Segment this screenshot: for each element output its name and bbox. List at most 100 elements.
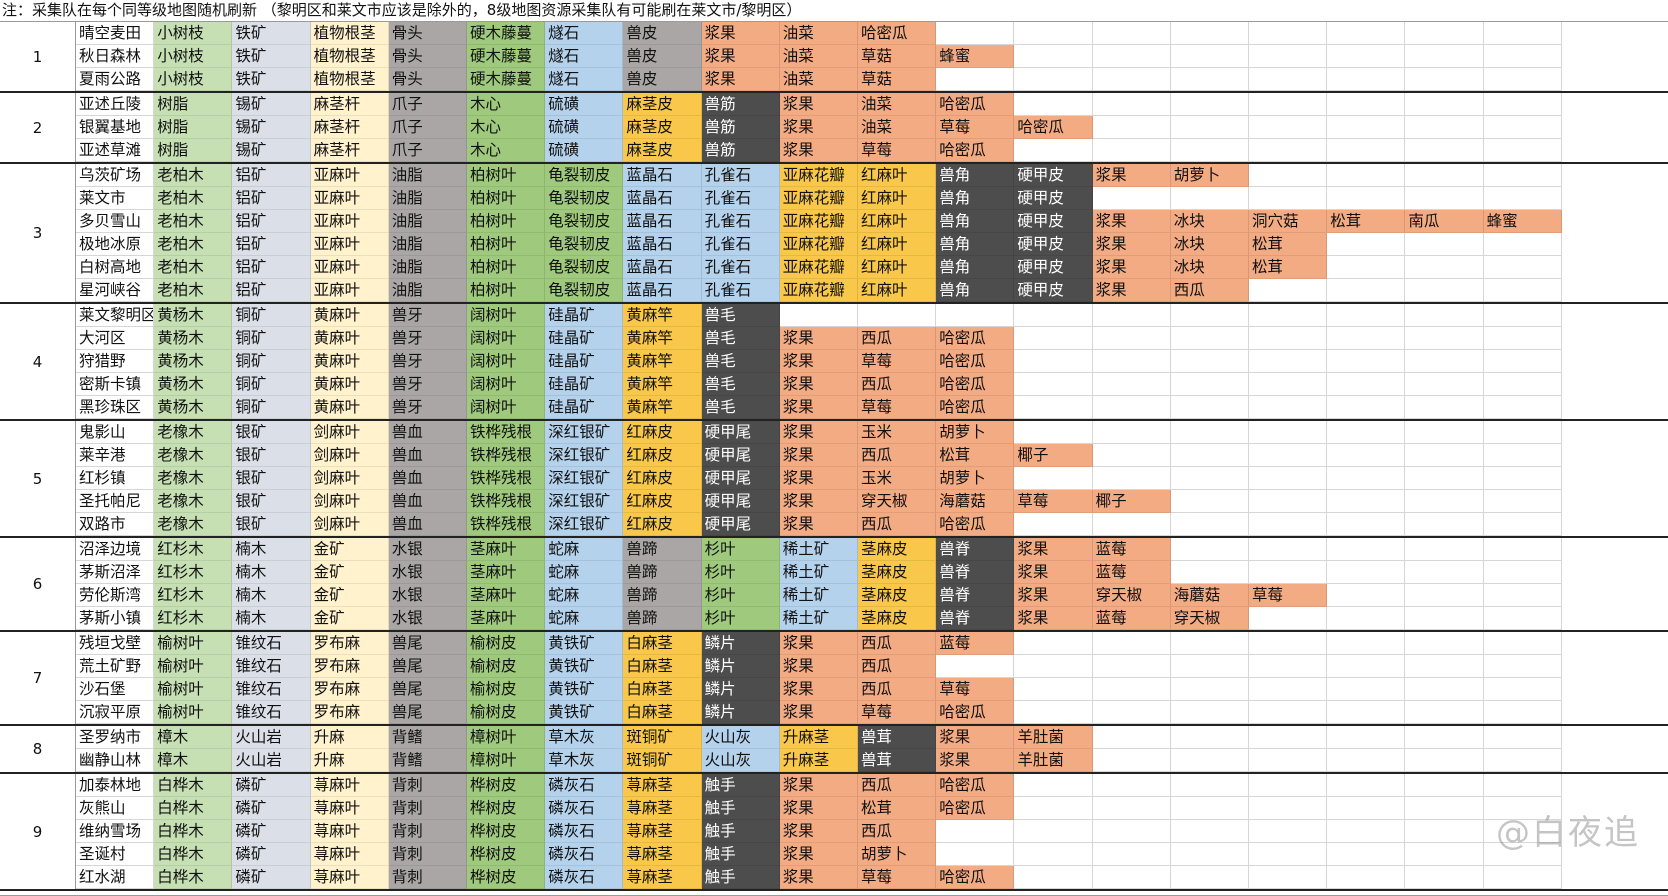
resource-cell[interactable]: 罗布麻 [310, 678, 389, 701]
empty-cell[interactable] [1327, 561, 1406, 584]
empty-cell[interactable] [1170, 93, 1249, 116]
empty-cell[interactable] [1483, 538, 1562, 561]
resource-cell[interactable]: 茎麻叶 [467, 607, 546, 630]
resource-cell[interactable]: 樟木 [154, 749, 233, 772]
map-name-cell[interactable]: 银翼基地 [76, 116, 155, 139]
resource-cell[interactable]: 冰块 [1170, 210, 1249, 233]
empty-cell[interactable] [1405, 93, 1484, 116]
resource-cell[interactable]: 兽茸 [858, 726, 937, 749]
resource-cell[interactable]: 荨麻叶 [310, 774, 389, 797]
resource-cell[interactable]: 椰子 [1092, 490, 1171, 513]
resource-cell[interactable]: 楠木 [232, 561, 311, 584]
resource-cell[interactable]: 红麻叶 [858, 187, 937, 210]
resource-cell[interactable]: 触手 [701, 866, 780, 889]
empty-cell[interactable] [1170, 538, 1249, 561]
resource-cell[interactable]: 兽血 [388, 490, 467, 513]
resource-cell[interactable]: 油脂 [388, 233, 467, 256]
empty-cell[interactable] [1483, 467, 1562, 490]
empty-cell[interactable] [1170, 304, 1249, 327]
resource-cell[interactable]: 蓝晶石 [623, 279, 702, 302]
resource-cell[interactable]: 桦树皮 [467, 820, 546, 843]
resource-cell[interactable]: 麻茎杆 [310, 93, 389, 116]
empty-cell[interactable] [1249, 421, 1328, 444]
empty-cell[interactable] [1014, 45, 1093, 68]
resource-cell[interactable]: 亚麻花瓣 [779, 210, 858, 233]
map-name-cell[interactable]: 狩猎野 [76, 350, 155, 373]
resource-cell[interactable]: 兽皮 [623, 22, 702, 45]
empty-cell[interactable] [1249, 561, 1328, 584]
resource-cell[interactable]: 铁桦残根 [467, 490, 546, 513]
resource-cell[interactable]: 冰块 [1170, 256, 1249, 279]
map-name-cell[interactable]: 鬼影山 [76, 421, 155, 444]
resource-cell[interactable]: 西瓜 [858, 327, 937, 350]
empty-cell[interactable] [1249, 68, 1328, 91]
resource-cell[interactable]: 茎麻皮 [858, 561, 937, 584]
empty-cell[interactable] [1483, 256, 1562, 279]
resource-cell[interactable]: 草木灰 [545, 749, 624, 772]
empty-cell[interactable] [1405, 820, 1484, 843]
resource-cell[interactable]: 硬甲皮 [1014, 279, 1093, 302]
empty-cell[interactable] [1483, 279, 1562, 302]
empty-cell[interactable] [1092, 797, 1171, 820]
resource-cell[interactable]: 草莓 [936, 116, 1015, 139]
resource-cell[interactable]: 西瓜 [858, 513, 937, 536]
resource-cell[interactable]: 楠木 [232, 607, 311, 630]
resource-cell[interactable]: 深红银矿 [545, 444, 624, 467]
resource-cell[interactable]: 茎麻叶 [467, 584, 546, 607]
empty-cell[interactable] [1014, 774, 1093, 797]
resource-cell[interactable]: 孔雀石 [701, 210, 780, 233]
resource-cell[interactable]: 蜂蜜 [936, 45, 1015, 68]
resource-cell[interactable]: 红杉木 [154, 584, 233, 607]
resource-cell[interactable]: 红麻叶 [858, 279, 937, 302]
resource-cell[interactable]: 小树枝 [154, 68, 233, 91]
resource-cell[interactable]: 老柏木 [154, 210, 233, 233]
resource-cell[interactable]: 铝矿 [232, 187, 311, 210]
resource-cell[interactable]: 孔雀石 [701, 164, 780, 187]
resource-cell[interactable]: 哈密瓜 [858, 22, 937, 45]
resource-cell[interactable]: 麻茎杆 [310, 116, 389, 139]
empty-cell[interactable] [1483, 421, 1562, 444]
resource-cell[interactable]: 树脂 [154, 116, 233, 139]
empty-cell[interactable] [1327, 304, 1406, 327]
resource-cell[interactable]: 阔树叶 [467, 327, 546, 350]
resource-cell[interactable]: 哈密瓜 [936, 866, 1015, 889]
resource-cell[interactable]: 老橡木 [154, 490, 233, 513]
level-number[interactable]: 3 [0, 164, 76, 302]
empty-cell[interactable] [1249, 632, 1328, 655]
resource-cell[interactable]: 磷灰石 [545, 843, 624, 866]
empty-cell[interactable] [1327, 68, 1406, 91]
resource-cell[interactable]: 稀土矿 [779, 561, 858, 584]
empty-cell[interactable] [1327, 607, 1406, 630]
empty-cell[interactable] [1014, 843, 1093, 866]
empty-cell[interactable] [1327, 678, 1406, 701]
empty-cell[interactable] [1405, 304, 1484, 327]
empty-cell[interactable] [1405, 490, 1484, 513]
empty-cell[interactable] [1092, 396, 1171, 419]
empty-cell[interactable] [1170, 444, 1249, 467]
empty-cell[interactable] [1405, 327, 1484, 350]
resource-cell[interactable]: 老柏木 [154, 256, 233, 279]
empty-cell[interactable] [1170, 749, 1249, 772]
resource-cell[interactable]: 黄杨木 [154, 327, 233, 350]
resource-cell[interactable]: 铝矿 [232, 164, 311, 187]
resource-cell[interactable]: 羊肚菌 [1014, 749, 1093, 772]
resource-cell[interactable]: 红麻皮 [623, 421, 702, 444]
empty-cell[interactable] [1249, 774, 1328, 797]
resource-cell[interactable]: 蓝莓 [1092, 607, 1171, 630]
resource-cell[interactable]: 兽角 [936, 164, 1015, 187]
resource-cell[interactable]: 深红银矿 [545, 421, 624, 444]
empty-cell[interactable] [1405, 655, 1484, 678]
resource-cell[interactable]: 铜矿 [232, 304, 311, 327]
empty-cell[interactable] [1170, 116, 1249, 139]
resource-cell[interactable]: 白麻茎 [623, 655, 702, 678]
resource-cell[interactable]: 穿天椒 [858, 490, 937, 513]
empty-cell[interactable] [1483, 749, 1562, 772]
resource-cell[interactable]: 蓝晶石 [623, 256, 702, 279]
resource-cell[interactable]: 鳞片 [701, 655, 780, 678]
resource-cell[interactable]: 浆果 [779, 774, 858, 797]
empty-cell[interactable] [1405, 373, 1484, 396]
resource-cell[interactable]: 稀土矿 [779, 607, 858, 630]
resource-cell[interactable]: 兽牙 [388, 327, 467, 350]
empty-cell[interactable] [1014, 797, 1093, 820]
empty-cell[interactable] [1327, 866, 1406, 889]
